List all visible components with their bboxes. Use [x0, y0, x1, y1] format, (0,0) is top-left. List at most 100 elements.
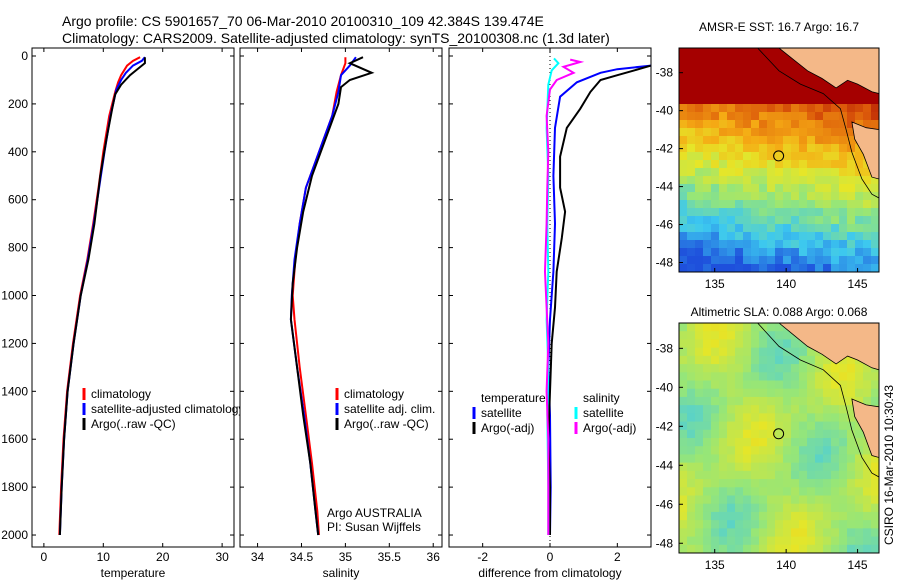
sst-map-cell — [775, 256, 784, 265]
sst-map-cell — [783, 200, 792, 209]
sst-map-cell — [735, 96, 744, 105]
sst-map-cell — [823, 264, 832, 272]
sla-map-cell — [719, 520, 728, 529]
sst-map-cell — [871, 216, 879, 225]
sst-map-cell — [743, 96, 752, 105]
sst-map-cell — [719, 120, 728, 129]
sla-map-cell — [823, 470, 832, 480]
sla-map-cell — [695, 503, 704, 513]
sla-map-cell — [807, 544, 816, 553]
sst-map-cell — [815, 248, 824, 257]
temperature-ytick-label: 1400 — [1, 384, 28, 398]
sla-map-cell — [759, 372, 768, 382]
sla-map-cell — [775, 479, 784, 488]
sst-map-cell — [799, 88, 808, 97]
salinity-legend-label: Argo(..raw -QC) — [344, 417, 429, 431]
sst-map-ytick-label: -46 — [656, 218, 674, 232]
sst-map-cell — [727, 208, 736, 217]
sla-map-cell — [839, 528, 848, 538]
sla-map-cell — [783, 388, 792, 398]
sst-map-cell — [695, 112, 704, 121]
sst-map-cell — [807, 232, 816, 241]
sla-map-cell — [799, 503, 808, 513]
sst-map-cell — [847, 120, 856, 129]
sst-map-cell — [759, 264, 768, 272]
sst-map-cell — [799, 216, 808, 225]
sst-map-cell — [775, 168, 784, 177]
sst-map-cell — [799, 240, 808, 249]
temperature-ytick-label: 1000 — [1, 289, 28, 303]
temperature-xlabel: temperature — [101, 566, 166, 580]
sla-map-cell — [679, 503, 688, 513]
sst-map-cell — [855, 264, 864, 272]
sla-map-cell — [743, 528, 752, 538]
sla-map-cell — [703, 421, 712, 431]
salinity-xlabel: salinity — [323, 566, 360, 580]
sst-map-cell — [719, 64, 728, 73]
sla-map-cell — [743, 446, 752, 456]
sst-map-cell — [767, 192, 776, 201]
sla-map-cell — [783, 487, 792, 497]
sla-map-cell — [815, 438, 824, 447]
sst-map-cell — [711, 240, 720, 249]
sla-map-cell — [759, 396, 768, 406]
sst-map-cell — [727, 80, 736, 89]
sla-map-cell — [767, 528, 776, 538]
sst-map-cell — [687, 64, 696, 73]
sla-map-cell — [839, 503, 848, 513]
sla-map-cell — [751, 454, 760, 464]
sla-map-cell — [767, 380, 776, 390]
sla-map-cell — [751, 544, 760, 553]
sst-map-cell — [759, 216, 768, 225]
sla-map-cell — [727, 544, 736, 553]
sst-map-cell — [847, 128, 856, 137]
sst-map-cell — [727, 56, 736, 65]
sla-map-cell — [735, 364, 744, 373]
sst-map-cell — [751, 72, 760, 81]
sst-map-cell — [767, 80, 776, 89]
sla-map-cell — [863, 528, 872, 538]
sla-map-cell — [759, 544, 768, 553]
sst-map-cell — [695, 256, 704, 265]
sla-map-cell — [807, 405, 816, 414]
sst-map-cell — [783, 184, 792, 193]
sla-map-cell — [703, 323, 712, 332]
sla-map-cell — [767, 355, 776, 365]
sla-map-cell — [695, 421, 704, 431]
sla-map-cell — [719, 495, 728, 505]
sla-map-cell — [863, 503, 872, 513]
sst-map-cell — [711, 216, 720, 225]
sst-map-cell — [855, 112, 864, 121]
sla-map-cell — [743, 462, 752, 472]
sst-map-cell — [695, 160, 704, 169]
sla-map-cell — [791, 470, 800, 480]
sla-map-cell — [799, 462, 808, 472]
sla-map-cell — [679, 331, 688, 341]
temperature-legend-label: Argo(..raw -QC) — [91, 417, 176, 431]
sst-map-cell — [679, 88, 688, 97]
sla-map-cell — [791, 405, 800, 414]
sst-map-cell — [735, 56, 744, 65]
sla-map-cell — [839, 479, 848, 488]
sst-map-cell — [727, 128, 736, 137]
sla-map-cell — [735, 520, 744, 529]
sla-map-cell — [743, 405, 752, 414]
sst-map-cell — [727, 112, 736, 121]
sla-map-cell — [687, 331, 696, 341]
sla-map-cell — [711, 405, 720, 414]
sla-map-cell — [791, 388, 800, 398]
sla-map-cell — [751, 479, 760, 488]
sst-map-cell — [679, 48, 688, 57]
sla-map-cell — [791, 536, 800, 546]
sla-map-cell — [815, 372, 824, 382]
sst-map-cell — [735, 72, 744, 81]
sla-map-cell — [767, 470, 776, 480]
sla-map-cell — [703, 454, 712, 464]
sst-map-cell — [791, 80, 800, 89]
sst-map-cell — [727, 184, 736, 193]
sst-map-cell — [703, 224, 712, 233]
sst-map-cell — [735, 216, 744, 225]
sla-map-cell — [735, 454, 744, 464]
sla-map-cell — [807, 479, 816, 488]
sla-map-cell — [679, 429, 688, 439]
